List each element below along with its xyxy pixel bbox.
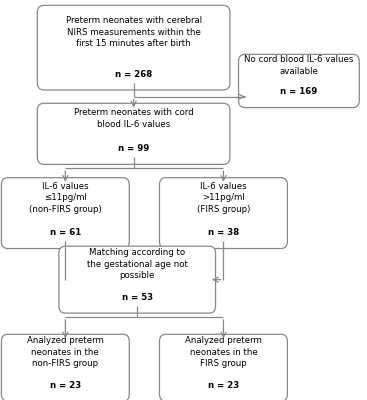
FancyBboxPatch shape xyxy=(1,334,129,400)
Text: n = 23: n = 23 xyxy=(50,381,81,390)
FancyBboxPatch shape xyxy=(160,334,287,400)
Text: n = 268: n = 268 xyxy=(115,70,152,79)
Text: IL-6 values
≤11pg/ml
(non-FIRS group): IL-6 values ≤11pg/ml (non-FIRS group) xyxy=(29,182,102,236)
Text: n = 38: n = 38 xyxy=(208,228,239,237)
FancyBboxPatch shape xyxy=(160,178,287,248)
FancyBboxPatch shape xyxy=(37,103,230,164)
Text: IL-6 values
>11pg/ml
(FIRS group): IL-6 values >11pg/ml (FIRS group) xyxy=(197,182,250,236)
Text: n = 23: n = 23 xyxy=(208,381,239,390)
FancyBboxPatch shape xyxy=(239,54,359,108)
Text: Preterm neonates with cord
blood IL-6 values: Preterm neonates with cord blood IL-6 va… xyxy=(74,108,193,152)
Text: n = 61: n = 61 xyxy=(50,228,81,237)
Text: Analyzed preterm
neonates in the
non-FIRS group: Analyzed preterm neonates in the non-FIR… xyxy=(27,336,104,391)
FancyBboxPatch shape xyxy=(1,178,129,248)
Text: Preterm neonates with cerebral
NIRS measurements within the
first 15 minutes aft: Preterm neonates with cerebral NIRS meas… xyxy=(66,16,202,71)
Text: n = 99: n = 99 xyxy=(118,144,149,153)
Text: n = 53: n = 53 xyxy=(121,293,153,302)
Text: Matching according to
the gestational age not
possible: Matching according to the gestational ag… xyxy=(87,248,188,303)
FancyBboxPatch shape xyxy=(59,246,215,313)
FancyBboxPatch shape xyxy=(37,5,230,90)
Text: n = 169: n = 169 xyxy=(280,88,317,96)
Text: No cord blood IL-6 values
available: No cord blood IL-6 values available xyxy=(244,55,353,99)
Text: Analyzed preterm
neonates in the
FIRS group: Analyzed preterm neonates in the FIRS gr… xyxy=(185,336,262,391)
